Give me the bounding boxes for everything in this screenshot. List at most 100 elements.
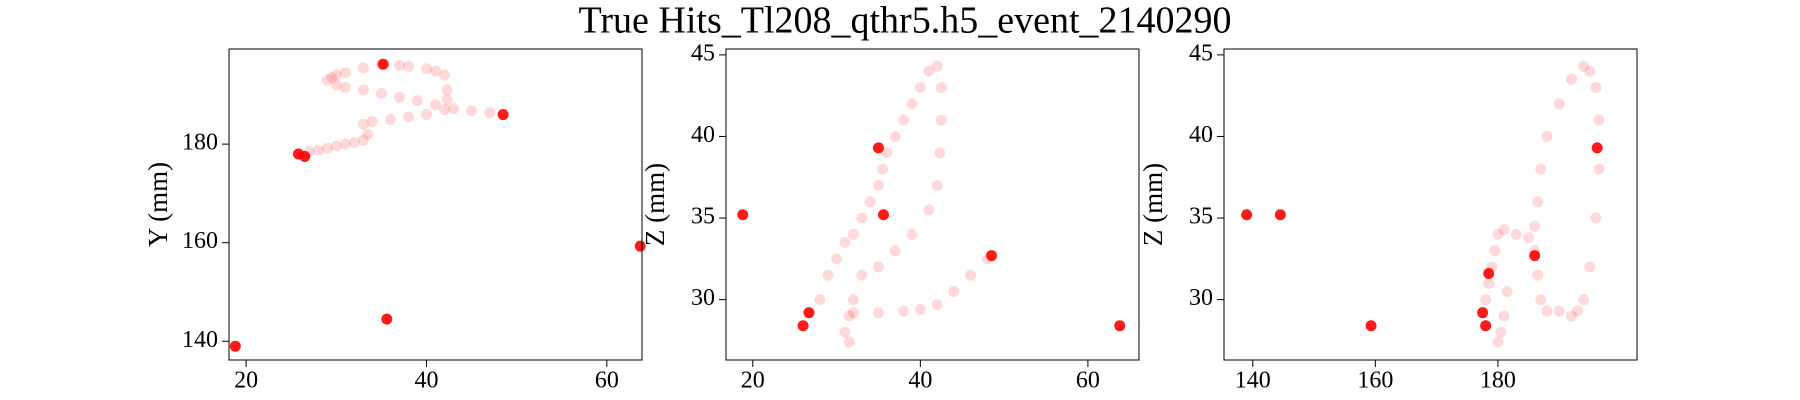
hit-point bbox=[402, 111, 414, 123]
hit-point bbox=[1593, 163, 1605, 175]
hit-point bbox=[430, 99, 441, 111]
hit-point bbox=[1477, 307, 1489, 319]
hit-point bbox=[931, 299, 943, 311]
hit-point bbox=[914, 82, 926, 94]
y-tick-label: 45 bbox=[691, 40, 715, 66]
hit-point bbox=[229, 340, 241, 352]
hit-point bbox=[1590, 212, 1602, 224]
hit-point bbox=[1553, 98, 1565, 110]
hit-point bbox=[1495, 326, 1507, 338]
hit-point bbox=[357, 134, 369, 146]
hit-point bbox=[411, 95, 423, 107]
hit-point bbox=[466, 105, 478, 117]
hit-point bbox=[839, 237, 851, 249]
hit-point bbox=[339, 81, 351, 93]
hit-point bbox=[330, 140, 342, 152]
hit-point bbox=[484, 107, 496, 119]
hit-point bbox=[856, 269, 868, 281]
hit-point bbox=[430, 65, 441, 77]
hit-point bbox=[1578, 60, 1590, 72]
y-axis-label: Z (mm) bbox=[640, 163, 670, 246]
y-axis-label: Y (mm) bbox=[143, 162, 173, 247]
y-tick-label: 40 bbox=[1189, 122, 1213, 148]
hit-point bbox=[402, 60, 414, 72]
plot-frame bbox=[725, 48, 1140, 361]
hit-point bbox=[381, 313, 393, 325]
hit-point bbox=[923, 204, 935, 216]
hit-point bbox=[1365, 320, 1377, 332]
hit-point bbox=[1535, 294, 1547, 306]
y-tick-label: 180 bbox=[182, 130, 218, 156]
hit-point bbox=[889, 130, 901, 142]
hit-point bbox=[1541, 130, 1553, 142]
hit-point bbox=[1241, 209, 1253, 221]
hit-point bbox=[1480, 294, 1492, 306]
y-axis-label: Z (mm) bbox=[1138, 163, 1168, 246]
hit-point bbox=[822, 269, 834, 281]
hit-point bbox=[877, 163, 889, 175]
hit-point bbox=[965, 269, 977, 281]
hit-point bbox=[339, 138, 351, 150]
hit-point bbox=[923, 65, 935, 77]
x-tick-label: 140 bbox=[1235, 368, 1271, 394]
hit-point bbox=[448, 103, 460, 115]
hit-point bbox=[843, 310, 855, 322]
hit-point bbox=[1492, 336, 1504, 348]
hit-point bbox=[326, 72, 338, 84]
y-tick-label: 30 bbox=[691, 285, 715, 311]
hit-point bbox=[1565, 73, 1577, 85]
hit-point bbox=[357, 84, 369, 96]
x-tick-label: 160 bbox=[1357, 368, 1393, 394]
hit-point bbox=[1591, 142, 1603, 154]
hit-point bbox=[362, 128, 374, 140]
hit-point bbox=[634, 240, 646, 252]
y-tick-label: 140 bbox=[182, 327, 218, 353]
hit-point bbox=[847, 228, 859, 240]
hit-point bbox=[1553, 305, 1565, 317]
hit-point bbox=[803, 307, 815, 319]
hit-point bbox=[1532, 196, 1544, 208]
hit-point bbox=[497, 109, 509, 121]
hit-point bbox=[872, 142, 884, 154]
hit-point bbox=[348, 137, 360, 149]
hit-point bbox=[914, 303, 926, 315]
hit-point bbox=[1489, 245, 1501, 257]
hit-point bbox=[375, 87, 387, 99]
hit-point bbox=[1578, 294, 1590, 306]
hit-point bbox=[931, 179, 943, 191]
hit-point bbox=[1492, 228, 1504, 240]
y-tick-label: 45 bbox=[1189, 40, 1213, 66]
hit-point bbox=[1523, 232, 1535, 244]
hit-point bbox=[948, 285, 960, 297]
hit-point bbox=[814, 294, 826, 306]
hit-point bbox=[872, 307, 884, 319]
hit-point bbox=[1541, 305, 1553, 317]
y-tick-label: 160 bbox=[182, 228, 218, 254]
hit-point bbox=[1529, 220, 1541, 232]
x-tick-label: 20 bbox=[741, 368, 765, 394]
hit-point bbox=[339, 67, 351, 79]
hit-point bbox=[877, 209, 889, 221]
y-tick-label: 30 bbox=[1189, 285, 1213, 311]
hit-point bbox=[1498, 310, 1510, 322]
hit-point bbox=[1483, 277, 1495, 289]
hit-point bbox=[420, 109, 432, 121]
hit-point bbox=[934, 147, 946, 159]
hit-point bbox=[393, 59, 405, 71]
hit-point bbox=[986, 250, 998, 262]
hit-point bbox=[357, 118, 369, 130]
hit-point bbox=[839, 326, 851, 338]
y-tick-label: 35 bbox=[1189, 204, 1213, 230]
y-tick-label: 40 bbox=[691, 122, 715, 148]
x-tick-label: 60 bbox=[1076, 368, 1100, 394]
hit-point bbox=[872, 179, 884, 191]
hit-point bbox=[330, 79, 342, 91]
hit-point bbox=[1498, 223, 1510, 235]
hit-point bbox=[847, 307, 859, 319]
x-tick-label: 20 bbox=[234, 368, 258, 394]
hit-point bbox=[864, 196, 876, 208]
hit-point bbox=[377, 58, 389, 70]
hit-point bbox=[847, 294, 859, 306]
